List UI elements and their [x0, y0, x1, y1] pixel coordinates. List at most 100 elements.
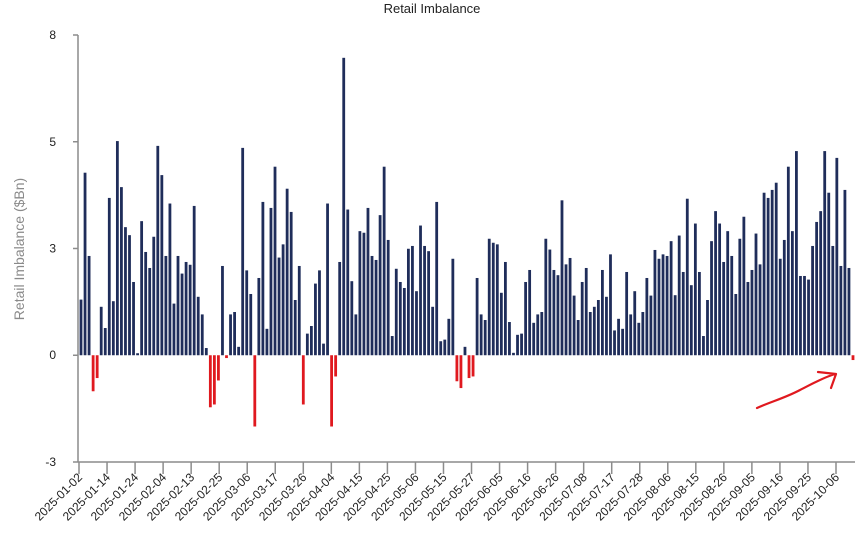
bar-positive	[588, 312, 592, 356]
bar-positive	[188, 264, 192, 356]
bar-positive	[548, 249, 552, 356]
bar-positive	[350, 281, 354, 356]
bar-positive	[160, 175, 164, 356]
bar-positive	[629, 314, 633, 356]
bar-positive	[435, 201, 439, 356]
bar-positive	[835, 157, 839, 356]
bar-positive	[237, 346, 241, 356]
bar-positive	[366, 207, 370, 356]
bar-positive	[702, 336, 705, 356]
bar-positive	[681, 271, 685, 356]
bar-positive	[803, 275, 806, 356]
bar-positive	[140, 221, 144, 356]
bar-positive	[386, 239, 390, 356]
bar-positive	[172, 303, 176, 356]
bar-positive	[233, 312, 236, 356]
bar-positive	[87, 255, 91, 356]
bar-positive	[309, 326, 313, 356]
bar-positive	[443, 339, 447, 356]
bar-negative	[301, 355, 305, 405]
y-tick-label: 8	[49, 28, 56, 42]
bar-positive	[115, 141, 119, 356]
bar-positive	[374, 259, 378, 356]
bar-positive	[326, 203, 329, 356]
bar-positive	[568, 257, 572, 356]
bar-positive	[491, 242, 495, 356]
bar-positive	[156, 145, 160, 356]
bar-negative	[225, 355, 228, 359]
bar-positive	[734, 293, 738, 356]
bar-positive	[625, 271, 629, 356]
bar-positive	[257, 277, 261, 356]
bar-positive	[637, 322, 641, 356]
bar-positive	[799, 275, 802, 356]
bar-positive	[176, 255, 180, 356]
bar-positive	[750, 269, 754, 356]
bar-positive	[580, 281, 584, 356]
bar-positive	[419, 225, 422, 356]
bar-positive	[552, 269, 556, 356]
bar-positive	[710, 241, 713, 356]
bar-negative	[91, 355, 95, 392]
bar-positive	[503, 261, 507, 356]
y-tick-label: 3	[49, 241, 56, 255]
bars	[79, 57, 855, 427]
bar-positive	[148, 267, 152, 356]
bar-positive	[827, 192, 831, 356]
bar-positive	[398, 281, 402, 356]
bar-positive	[823, 151, 827, 356]
bar-negative	[208, 355, 212, 408]
bar-positive	[495, 244, 499, 356]
bar-positive	[314, 283, 317, 356]
bar-positive	[645, 277, 649, 356]
bar-negative	[467, 355, 471, 379]
bar-positive	[819, 211, 823, 356]
bar-positive	[778, 258, 782, 356]
bar-negative	[459, 355, 463, 389]
bar-positive	[136, 353, 139, 356]
bar-positive	[83, 172, 87, 356]
bar-positive	[528, 269, 532, 356]
bar-positive	[281, 244, 285, 356]
bar-positive	[774, 182, 778, 356]
bar-positive	[289, 211, 293, 356]
bar-positive	[447, 318, 451, 356]
bar-positive	[144, 251, 148, 356]
bar-positive	[132, 281, 135, 356]
bar-positive	[79, 299, 83, 356]
bar-positive	[184, 261, 188, 356]
bar-positive	[483, 320, 487, 356]
bar-positive	[168, 203, 172, 356]
bar-positive	[362, 232, 366, 356]
y-tick-label: -3	[45, 455, 56, 469]
bar-positive	[111, 301, 115, 356]
bar-positive	[698, 271, 701, 356]
bar-positive	[277, 257, 281, 356]
bar-positive	[520, 333, 523, 356]
bar-positive	[322, 343, 325, 356]
bar-positive	[685, 198, 689, 356]
x-axis: 2025-01-022025-01-142025-01-242025-02-04…	[32, 461, 855, 524]
bar-positive	[649, 295, 653, 356]
bar-positive	[229, 314, 232, 356]
bar-positive	[200, 314, 204, 356]
bar-positive	[120, 187, 123, 356]
bar-positive	[305, 333, 309, 356]
bar-positive	[786, 166, 790, 356]
bar-positive	[738, 238, 742, 356]
bar-negative	[334, 355, 338, 377]
bar-positive	[596, 299, 600, 356]
bar-positive	[843, 189, 847, 356]
bar-positive	[192, 205, 196, 356]
bar-positive	[770, 189, 774, 356]
bar-positive	[249, 293, 253, 356]
bar-positive	[795, 151, 798, 356]
y-tick-label: 0	[49, 348, 56, 362]
bar-positive	[516, 334, 519, 356]
bar-positive	[790, 231, 794, 356]
bar-negative	[253, 355, 257, 427]
bar-positive	[427, 251, 431, 356]
bar-positive	[204, 348, 208, 356]
bar-positive	[621, 328, 625, 356]
